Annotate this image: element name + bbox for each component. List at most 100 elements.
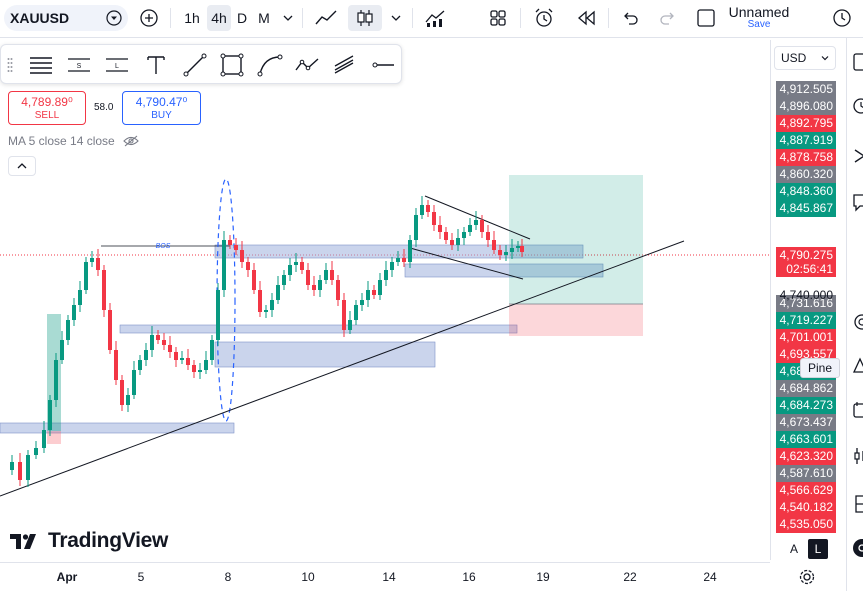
bearish-candle (186, 358, 190, 365)
chart-settings-icon[interactable] (798, 568, 816, 586)
alert-button[interactable] (530, 5, 558, 31)
currency-select[interactable]: USD (774, 46, 836, 70)
parallel-channel-icon[interactable] (331, 51, 359, 79)
redo-icon (660, 12, 674, 25)
auto-scale-button[interactable]: A (789, 542, 798, 556)
interval-d[interactable]: D (236, 10, 248, 26)
price-label: 4,663.601 (776, 431, 836, 448)
chevron-up-icon (17, 163, 27, 169)
trendline (0, 240, 685, 497)
alerts-icon[interactable] (852, 96, 863, 116)
bullish-candle (408, 240, 412, 262)
order-block-zone (0, 422, 235, 434)
symbol-search[interactable]: XAUUSD (4, 5, 128, 31)
eye-hidden-icon[interactable] (122, 135, 139, 147)
time-scale[interactable] (0, 562, 770, 591)
rewind-icon (578, 10, 595, 26)
bearish-candle (312, 285, 316, 290)
spread-value: 58.0 (94, 102, 114, 113)
price-tick: 4,740.000 (779, 288, 833, 302)
indicators-button[interactable] (422, 5, 450, 31)
ideas-icon[interactable] (852, 312, 863, 332)
sell-button[interactable]: 4,789.89⁰ SELL (8, 91, 86, 125)
hotlist-icon[interactable] (852, 146, 863, 166)
watchlist-icon[interactable] (852, 52, 863, 72)
highlight-zone (47, 431, 61, 444)
undo-button[interactable] (618, 5, 642, 31)
bearish-candle (520, 246, 524, 252)
bearish-candle (372, 290, 376, 295)
chart-type-button[interactable] (348, 5, 382, 31)
interval-4h[interactable]: 4h (207, 5, 231, 31)
bullish-candle (42, 430, 46, 448)
support-line-icon[interactable]: S (65, 51, 93, 79)
bearish-candle (156, 335, 160, 340)
candles-icon (357, 10, 373, 26)
bearish-candle (402, 258, 406, 262)
rectangle-tool-icon[interactable] (218, 51, 246, 79)
bearish-candle (438, 225, 442, 232)
bullish-candle (204, 360, 208, 370)
price-label: 4,848.360 (776, 183, 836, 200)
trend-line-icon[interactable] (181, 51, 209, 79)
pine-editor-icon[interactable] (852, 356, 863, 376)
bar-countdown: 02:56:41 (786, 262, 833, 276)
path-tool-icon[interactable] (293, 51, 321, 79)
chat-icon[interactable] (852, 192, 863, 212)
layouts-button[interactable] (486, 5, 510, 31)
tradingview-logo[interactable]: TradingView (10, 529, 168, 553)
bullish-candle (282, 275, 286, 285)
save-button[interactable]: Save (747, 19, 771, 30)
replay-button[interactable] (572, 5, 600, 31)
symbol-options-icon[interactable] (106, 10, 122, 26)
time-label: 14 (382, 570, 396, 584)
bullish-candle (468, 225, 472, 232)
interval-m[interactable]: M (258, 10, 270, 26)
chart-type-dropdown[interactable] (388, 5, 404, 31)
bullish-candle (360, 300, 364, 305)
bearish-candle (192, 365, 196, 372)
bullish-candle (222, 240, 226, 290)
bearish-candle (234, 245, 238, 250)
bearish-candle (252, 270, 256, 290)
layout-toggle-button[interactable] (694, 5, 718, 31)
buy-button[interactable]: 4,790.47⁰ BUY (122, 91, 201, 125)
log-scale-button[interactable]: L (808, 539, 828, 559)
bullish-candle (354, 305, 358, 320)
interval-dropdown-button[interactable] (280, 5, 296, 31)
indicator-legend[interactable]: MA 5 close 14 close (8, 134, 139, 148)
interval-1h[interactable]: 1h (184, 10, 200, 26)
quick-search-button[interactable] (830, 5, 854, 31)
svg-text:S: S (77, 63, 82, 70)
collapse-legend-button[interactable] (8, 156, 36, 176)
screener-icon[interactable] (852, 446, 863, 466)
tv-logo-icon (10, 534, 36, 549)
chart-canvas[interactable]: BOS (0, 0, 770, 562)
bearish-candle (18, 462, 22, 480)
bearish-candle (444, 232, 448, 240)
pine-tooltip[interactable]: Pine (800, 358, 840, 378)
horizontal-ray-icon[interactable] (369, 51, 397, 79)
calendar-icon[interactable] (852, 400, 863, 420)
bearish-candle (162, 340, 166, 345)
drag-handle-icon[interactable] (7, 57, 13, 73)
horizontal-lines-icon[interactable] (27, 51, 55, 79)
chevron-down-icon (391, 15, 401, 21)
bearish-candle (108, 310, 112, 350)
text-tool-icon[interactable] (142, 51, 170, 79)
bullish-candle (54, 360, 58, 400)
bullish-candle (144, 350, 148, 360)
add-symbol-button[interactable] (138, 5, 160, 31)
bearish-candle (342, 300, 346, 330)
data-window-icon[interactable] (852, 494, 863, 514)
layout-name[interactable]: Unnamed Save (726, 4, 792, 30)
top-toolbar: XAUUSD 1h 4h D M (0, 0, 863, 38)
redo-button[interactable] (656, 5, 680, 31)
compare-button[interactable] (312, 5, 340, 31)
curve-tool-icon[interactable] (256, 51, 284, 79)
bullish-candle (414, 215, 418, 240)
line-chart-icon (315, 10, 337, 25)
time-label: 19 (536, 570, 550, 584)
label-line-icon[interactable]: L (103, 51, 131, 79)
help-icon[interactable] (852, 538, 863, 558)
